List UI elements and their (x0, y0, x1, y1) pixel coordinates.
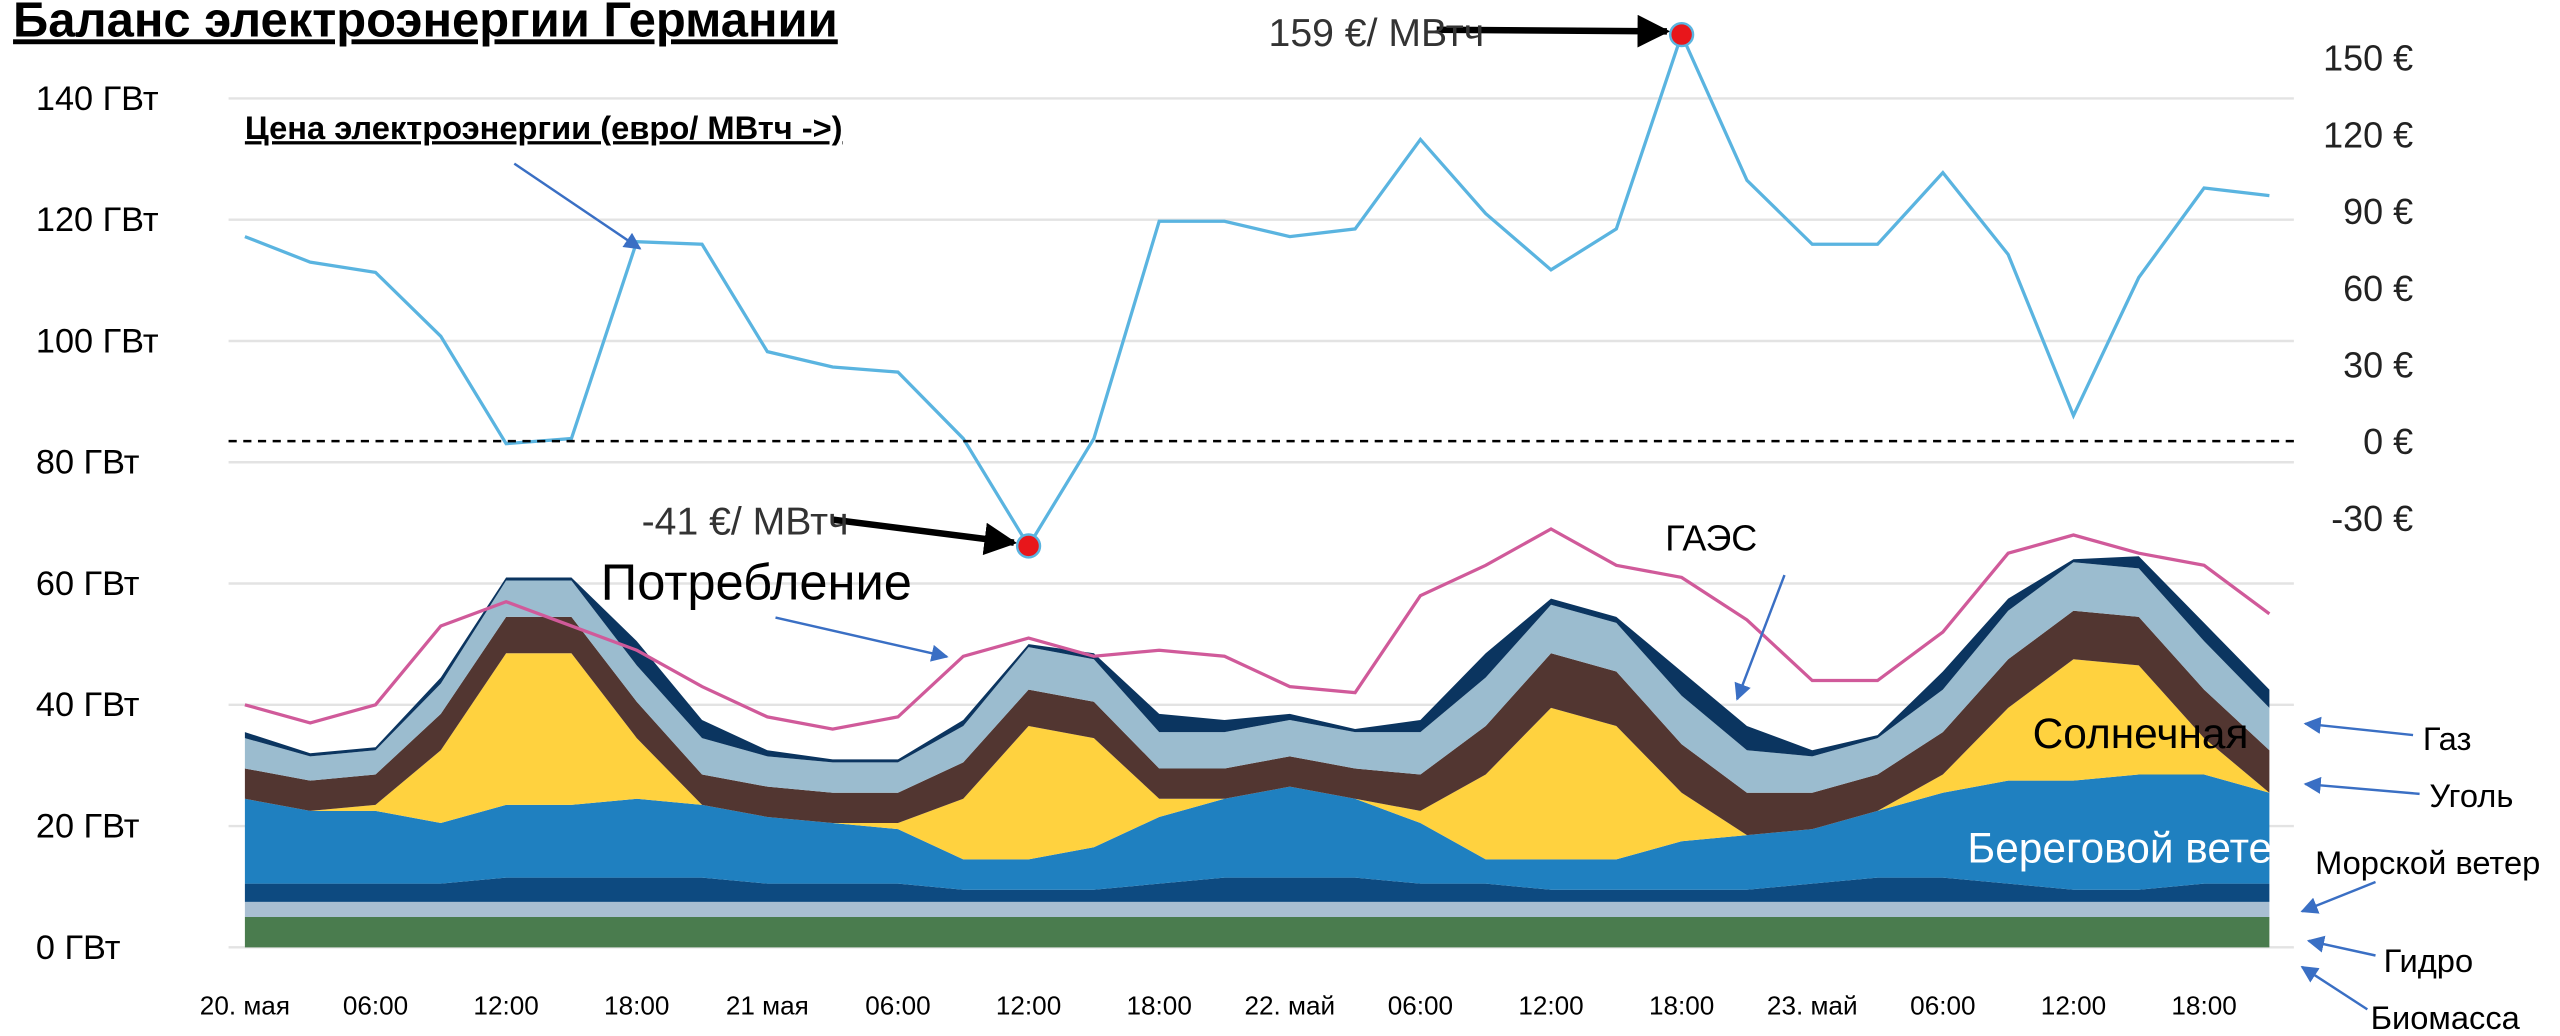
series-label: Морской ветер (2315, 844, 2540, 881)
area (244, 610, 2270, 836)
label-arrow (2300, 880, 2376, 914)
y2-tick-label: 120 € (2323, 114, 2413, 155)
annotation-marker (1668, 21, 1695, 48)
area (244, 901, 2270, 918)
line (244, 527, 2271, 731)
x-tick-label: 12:00 (996, 990, 1061, 1020)
x-tick-label: 12:00 (2041, 990, 2106, 1020)
x-tick-label: 18:00 (1127, 990, 1192, 1020)
y-tick-label: 60 ГВт (36, 565, 140, 603)
y-tick-label: 140 ГВт (36, 80, 159, 118)
x-tick-label: 23. май (1767, 990, 1858, 1020)
areas (244, 556, 2270, 948)
x-tick-label: 18:00 (604, 990, 669, 1020)
area (244, 562, 2270, 793)
y2-tick-label: 60 € (2343, 268, 2413, 309)
x-tick-label: 22. май (1244, 990, 1335, 1020)
x-tick-label: 21 мая (726, 990, 809, 1020)
annotation-arrow (1436, 14, 1671, 48)
label-arrow (2303, 716, 2414, 737)
x-tick-label: 06:00 (1910, 990, 1975, 1020)
y-tick-label: 20 ГВт (36, 807, 140, 845)
series-label: ГАЭС (1665, 518, 1757, 559)
series-label: Цена электроэнергии (евро/ МВтч ->) (245, 109, 843, 146)
annotation-text: -41 €/ МВтч (642, 500, 849, 543)
x-tick-label: 12:00 (473, 990, 538, 1020)
y-tick-label: 80 ГВт (36, 444, 140, 482)
area (244, 877, 2270, 902)
series-label: Гидро (2384, 942, 2473, 979)
x-tick-label: 12:00 (1518, 990, 1583, 1020)
area (244, 653, 2270, 860)
label-arrow (2306, 935, 2376, 957)
labels: 0 ГВт 20 ГВт 40 ГВт 60 ГВт 80 ГВт 100 ГВт 120 … (36, 12, 2540, 1036)
area (244, 774, 2270, 890)
x-tick-label: 06:00 (1388, 990, 1453, 1020)
y2-tick-label: 0 € (2363, 421, 2413, 462)
annotation-marker (1015, 533, 1042, 559)
annotation-arrow (832, 516, 1018, 556)
series-label: Газ (2423, 720, 2472, 757)
y2-tick-label: -30 € (2331, 498, 2413, 539)
chart-title: Баланс электроэнергии Германии (13, 0, 838, 47)
x-tick-label: 06:00 (343, 990, 408, 1020)
area (244, 917, 2270, 948)
y-tick-label: 40 ГВт (36, 686, 140, 724)
label-arrow (513, 162, 642, 250)
series-label: Потребление (601, 554, 912, 611)
y-tick-label: 0 ГВт (36, 929, 121, 967)
label-arrow (775, 616, 949, 662)
y2-tick-label: 30 € (2343, 344, 2413, 385)
y-tick-label: 120 ГВт (36, 201, 159, 239)
y2-tick-label: 90 € (2343, 191, 2413, 232)
lines (228, 30, 2294, 731)
x-tick-label: 20. мая (200, 990, 290, 1020)
label-arrow (2303, 776, 2420, 796)
y2-tick-label: 150 € (2323, 38, 2413, 79)
y-tick-label: 100 ГВт (36, 322, 159, 360)
series-label: Биомасса (2371, 999, 2521, 1031)
line (244, 30, 2270, 550)
label-arrow (2300, 965, 2369, 1011)
label-arrow (1734, 574, 1786, 701)
annotation-text: 159 €/ МВтч (1269, 12, 1485, 55)
series-label: Солнечная (2033, 710, 2249, 757)
series-label: Уголь (2429, 777, 2513, 814)
x-tick-label: 18:00 (2171, 990, 2236, 1020)
x-tick-label: 18:00 (1649, 990, 1714, 1020)
x-tick-label: 06:00 (865, 990, 930, 1020)
series-label: Береговой ветер (1967, 824, 2295, 871)
